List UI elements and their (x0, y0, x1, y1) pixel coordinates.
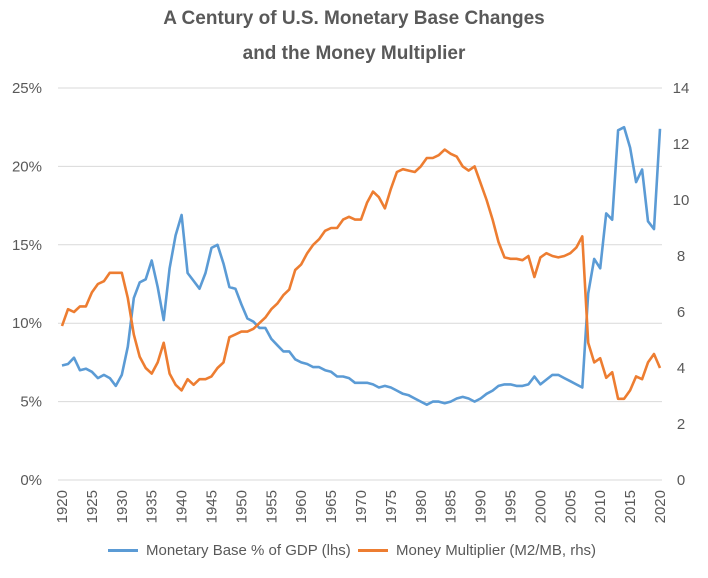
x-tick-label: 1985 (443, 490, 460, 523)
x-tick-label: 1980 (413, 490, 430, 523)
x-tick-label: 1935 (144, 490, 161, 523)
legend-swatch-orange (358, 549, 388, 552)
y-right-tick-label: 12 (673, 136, 690, 153)
x-tick-label: 2000 (532, 490, 549, 523)
chart-title-line-1: A Century of U.S. Monetary Base Changes (163, 8, 545, 29)
y-left-tick-label: 0% (20, 472, 42, 489)
y-right-tick-label: 8 (677, 248, 685, 265)
x-tick-label: 1975 (383, 490, 400, 523)
x-tick-label: 1960 (293, 490, 310, 523)
series-line-money-multiplier (60, 148, 662, 401)
legend-item-monetary-base: Monetary Base % of GDP (lhs) (108, 542, 351, 559)
x-tick-label: 1950 (233, 490, 250, 523)
x-tick-label: 1920 (54, 490, 71, 523)
x-tick-label: 2015 (622, 490, 639, 523)
x-tick-label: 1940 (174, 490, 191, 523)
x-tick-label: 2010 (592, 490, 609, 523)
y-right-tick-label: 2 (677, 416, 685, 433)
x-tick-label: 1990 (473, 490, 490, 523)
y-right-tick-label: 6 (677, 304, 685, 321)
x-tick-label: 1995 (503, 490, 520, 523)
series-line-monetary-base (61, 125, 662, 407)
x-tick-label: 2020 (652, 490, 669, 523)
legend-label: Money Multiplier (M2/MB, rhs) (396, 542, 597, 559)
legend-item-money-multiplier: Money Multiplier (M2/MB, rhs) (358, 542, 596, 559)
x-tick-label: 1925 (84, 490, 101, 523)
y-left-tick-label: 15% (12, 237, 42, 254)
x-tick-label: 1965 (323, 490, 340, 523)
y-right-tick-label: 0 (677, 472, 685, 489)
y-right-tick-label: 4 (677, 360, 685, 377)
y-left-tick-label: 5% (20, 394, 42, 411)
x-tick-label: 2005 (562, 490, 579, 523)
y-left-tick-label: 20% (12, 158, 42, 175)
y-left-tick-label: 10% (12, 315, 42, 332)
x-tick-label: 1970 (353, 490, 370, 523)
x-tick-label: 1930 (114, 490, 131, 523)
chart-title-line-2: and the Money Multiplier (242, 43, 466, 64)
y-left-tick-label: 25% (12, 80, 42, 97)
legend-label: Monetary Base % of GDP (lhs) (146, 542, 351, 559)
x-tick-label: 1945 (204, 490, 221, 523)
x-tick-label: 1955 (263, 490, 280, 523)
y-right-tick-label: 14 (673, 80, 690, 97)
y-right-tick-label: 10 (673, 192, 690, 209)
legend-swatch-blue (108, 549, 138, 552)
